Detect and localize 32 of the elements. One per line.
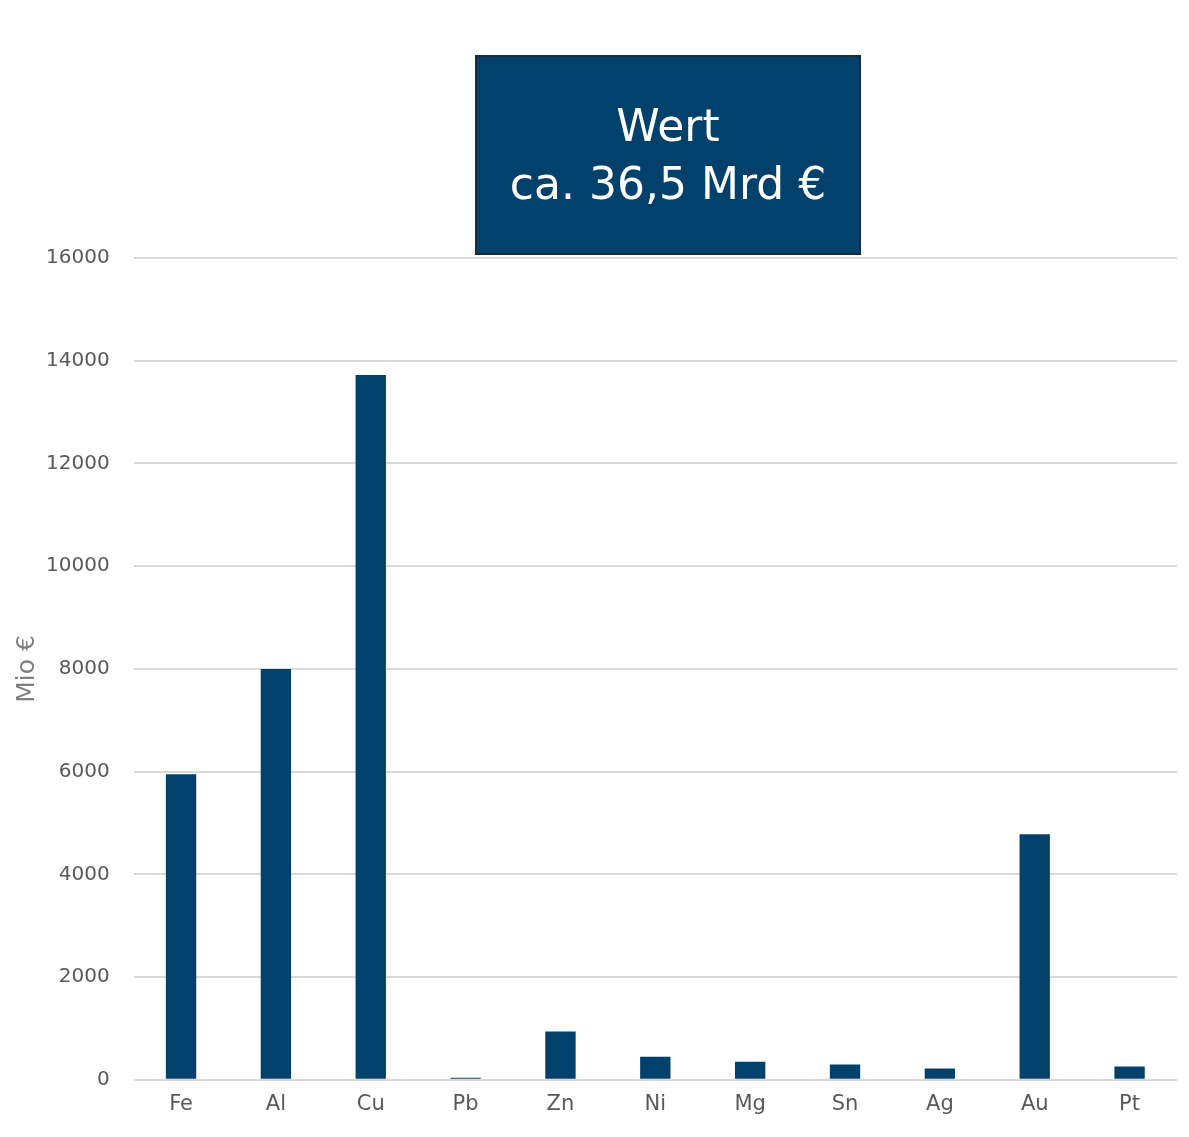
y-tick-label: 8000 [58,655,110,680]
x-tick-label: Ag [926,1090,954,1115]
y-axis-title: Mio € [10,635,40,703]
y-tick-label: 0 [96,1066,110,1090]
x-tick-label: Mg [734,1090,766,1115]
y-tick-label: 16000 [46,244,110,269]
bar [829,1064,861,1079]
bar [1114,1066,1145,1079]
x-tick-label: Pb [452,1090,479,1115]
y-tick-label: 12000 [46,449,110,474]
bar [734,1061,766,1079]
y-tick-label: 4000 [58,860,110,885]
x-tick-label: Fe [169,1090,193,1115]
x-tick-label: Zn [546,1090,575,1115]
y-tick-label: 10000 [46,552,110,577]
bar [355,375,386,1079]
bar [165,774,197,1079]
x-tick-label: Sn [831,1090,859,1115]
bar [1019,834,1050,1079]
bar [260,668,292,1079]
x-tick-label: Ni [644,1090,667,1115]
y-tick-label: 2000 [58,963,110,988]
bar [640,1056,671,1079]
x-tick-label: Cu [356,1090,385,1115]
bar [924,1068,956,1079]
y-tick-label: 14000 [46,346,110,371]
x-tick-label: Pt [1119,1090,1141,1115]
bar [545,1031,576,1079]
x-tick-label: Au [1020,1090,1049,1115]
y-tick-label: 6000 [58,757,110,782]
x-tick-label: Al [265,1090,286,1115]
chart-title: Wert ca. 36,5 Mrd € [475,55,861,255]
